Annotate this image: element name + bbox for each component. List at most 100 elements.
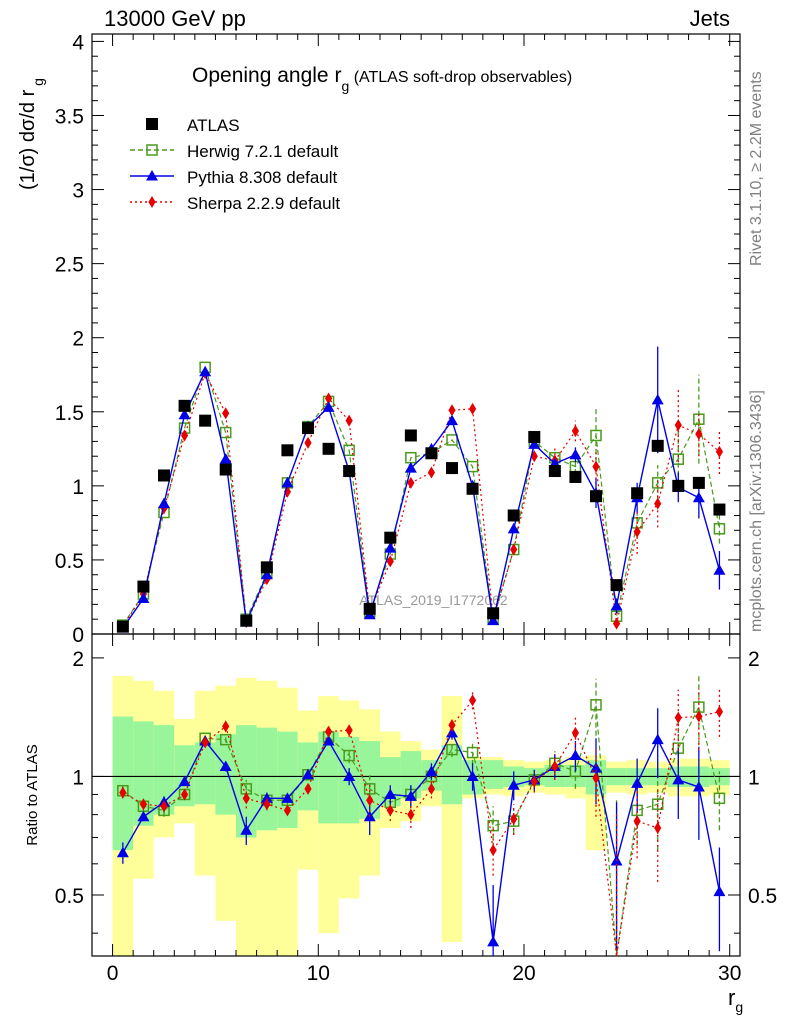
marker-square bbox=[384, 531, 397, 544]
marker-diamond bbox=[160, 800, 168, 813]
marker-diamond bbox=[448, 404, 456, 417]
marker-triangle bbox=[281, 476, 294, 488]
marker-open-square bbox=[219, 733, 232, 746]
marker-square bbox=[713, 503, 726, 516]
band-inner bbox=[318, 731, 339, 824]
y-tick-label: 1 bbox=[72, 766, 84, 789]
marker-square bbox=[446, 462, 458, 475]
marker-open-square bbox=[446, 434, 458, 446]
legend-label: Pythia 8.308 default bbox=[187, 168, 338, 187]
marker-diamond bbox=[530, 775, 538, 788]
marker-triangle bbox=[219, 453, 232, 464]
marker-triangle bbox=[651, 393, 664, 405]
marker-open-square bbox=[446, 743, 458, 756]
marker-diamond bbox=[407, 808, 415, 821]
legend-label: ATLAS bbox=[187, 116, 240, 135]
y-tick-label-right: 1 bbox=[748, 766, 760, 789]
y-tick-label: 1 bbox=[72, 476, 84, 499]
marker-triangle bbox=[137, 810, 150, 822]
marker-square bbox=[507, 509, 520, 522]
marker-diamond bbox=[654, 821, 662, 834]
marker-diamond bbox=[263, 798, 271, 811]
marker-triangle bbox=[590, 762, 602, 773]
main-y-axis-label: (1/σ) dσ/d r g bbox=[17, 78, 46, 190]
marker-square bbox=[528, 430, 541, 443]
y-tick-label: 3 bbox=[72, 180, 84, 203]
marker-open-square bbox=[672, 453, 685, 465]
marker-diamond bbox=[715, 445, 724, 458]
marker-triangle bbox=[569, 749, 582, 761]
series-atlas bbox=[116, 399, 726, 633]
marker-triangle bbox=[178, 775, 191, 787]
marker-square bbox=[116, 620, 129, 633]
marker-triangle bbox=[487, 935, 500, 947]
marker-open-square bbox=[713, 523, 726, 535]
marker-open-square bbox=[693, 413, 705, 425]
marker-diamond bbox=[386, 804, 394, 817]
marker-square bbox=[178, 399, 191, 412]
marker-diamond bbox=[345, 414, 353, 427]
marker-diamond bbox=[139, 798, 148, 811]
marker-diamond bbox=[407, 476, 415, 489]
y-tick-label: 0.5 bbox=[55, 885, 84, 908]
marker-triangle bbox=[146, 170, 158, 181]
marker-diamond bbox=[592, 772, 600, 785]
marker-triangle bbox=[692, 781, 705, 792]
x-tick-label: 30 bbox=[718, 962, 741, 985]
marker-square bbox=[466, 482, 479, 495]
marker-square bbox=[590, 490, 602, 503]
marker-triangle bbox=[116, 846, 129, 858]
band-inner bbox=[256, 727, 278, 831]
marker-open-square bbox=[713, 792, 726, 805]
marker-diamond bbox=[324, 725, 333, 738]
x-tick-label: 0 bbox=[107, 962, 119, 985]
marker-triangle bbox=[404, 790, 417, 801]
marker-square bbox=[146, 118, 158, 130]
band-inner bbox=[441, 745, 463, 805]
series-line bbox=[122, 369, 721, 629]
marker-diamond bbox=[148, 196, 156, 208]
marker-square bbox=[281, 444, 294, 457]
band-inner bbox=[482, 760, 504, 789]
marker-triangle bbox=[507, 522, 520, 534]
ratio-plot-frame bbox=[91, 633, 741, 957]
marker-diamond bbox=[180, 788, 189, 801]
marker-open-square bbox=[590, 699, 602, 711]
marker-square bbox=[487, 607, 500, 620]
series-line bbox=[122, 365, 721, 626]
marker-diamond bbox=[633, 815, 641, 828]
y-tick-label: 3.5 bbox=[55, 105, 84, 128]
marker-square bbox=[199, 414, 212, 427]
marker-square bbox=[322, 442, 335, 455]
marker-diamond bbox=[448, 719, 456, 732]
marker-triangle bbox=[651, 733, 664, 745]
marker-square bbox=[610, 579, 623, 592]
marker-open-square bbox=[487, 819, 499, 832]
marker-diamond bbox=[283, 804, 292, 817]
marker-triangle bbox=[569, 448, 582, 460]
marker-open-square bbox=[343, 749, 355, 762]
legend-label: Herwig 7.2.1 default bbox=[187, 142, 338, 161]
marker-triangle bbox=[384, 788, 397, 799]
marker-diamond bbox=[427, 466, 436, 479]
marker-triangle bbox=[713, 885, 726, 897]
marker-triangle bbox=[343, 770, 356, 781]
marker-square bbox=[137, 580, 150, 593]
marker-triangle bbox=[384, 542, 397, 553]
marker-diamond bbox=[242, 792, 250, 805]
marker-diamond bbox=[695, 710, 703, 723]
marker-diamond bbox=[695, 428, 703, 440]
marker-triangle bbox=[158, 497, 170, 509]
marker-square bbox=[651, 439, 664, 452]
marker-diamond bbox=[633, 525, 641, 538]
marker-diamond bbox=[510, 543, 518, 556]
marker-triangle bbox=[425, 765, 438, 776]
y-tick-label-right: 0.5 bbox=[748, 885, 777, 908]
marker-diamond bbox=[201, 736, 209, 749]
main-y-axis: 0 0.5 1 1.5 2 2.5 3 3.5 4 bbox=[55, 31, 740, 647]
marker-triangle bbox=[692, 491, 705, 503]
marker-open-square bbox=[363, 783, 376, 795]
legend-label: Sherpa 2.2.9 default bbox=[187, 194, 340, 213]
band-inner bbox=[153, 725, 175, 815]
marker-square bbox=[404, 429, 417, 442]
